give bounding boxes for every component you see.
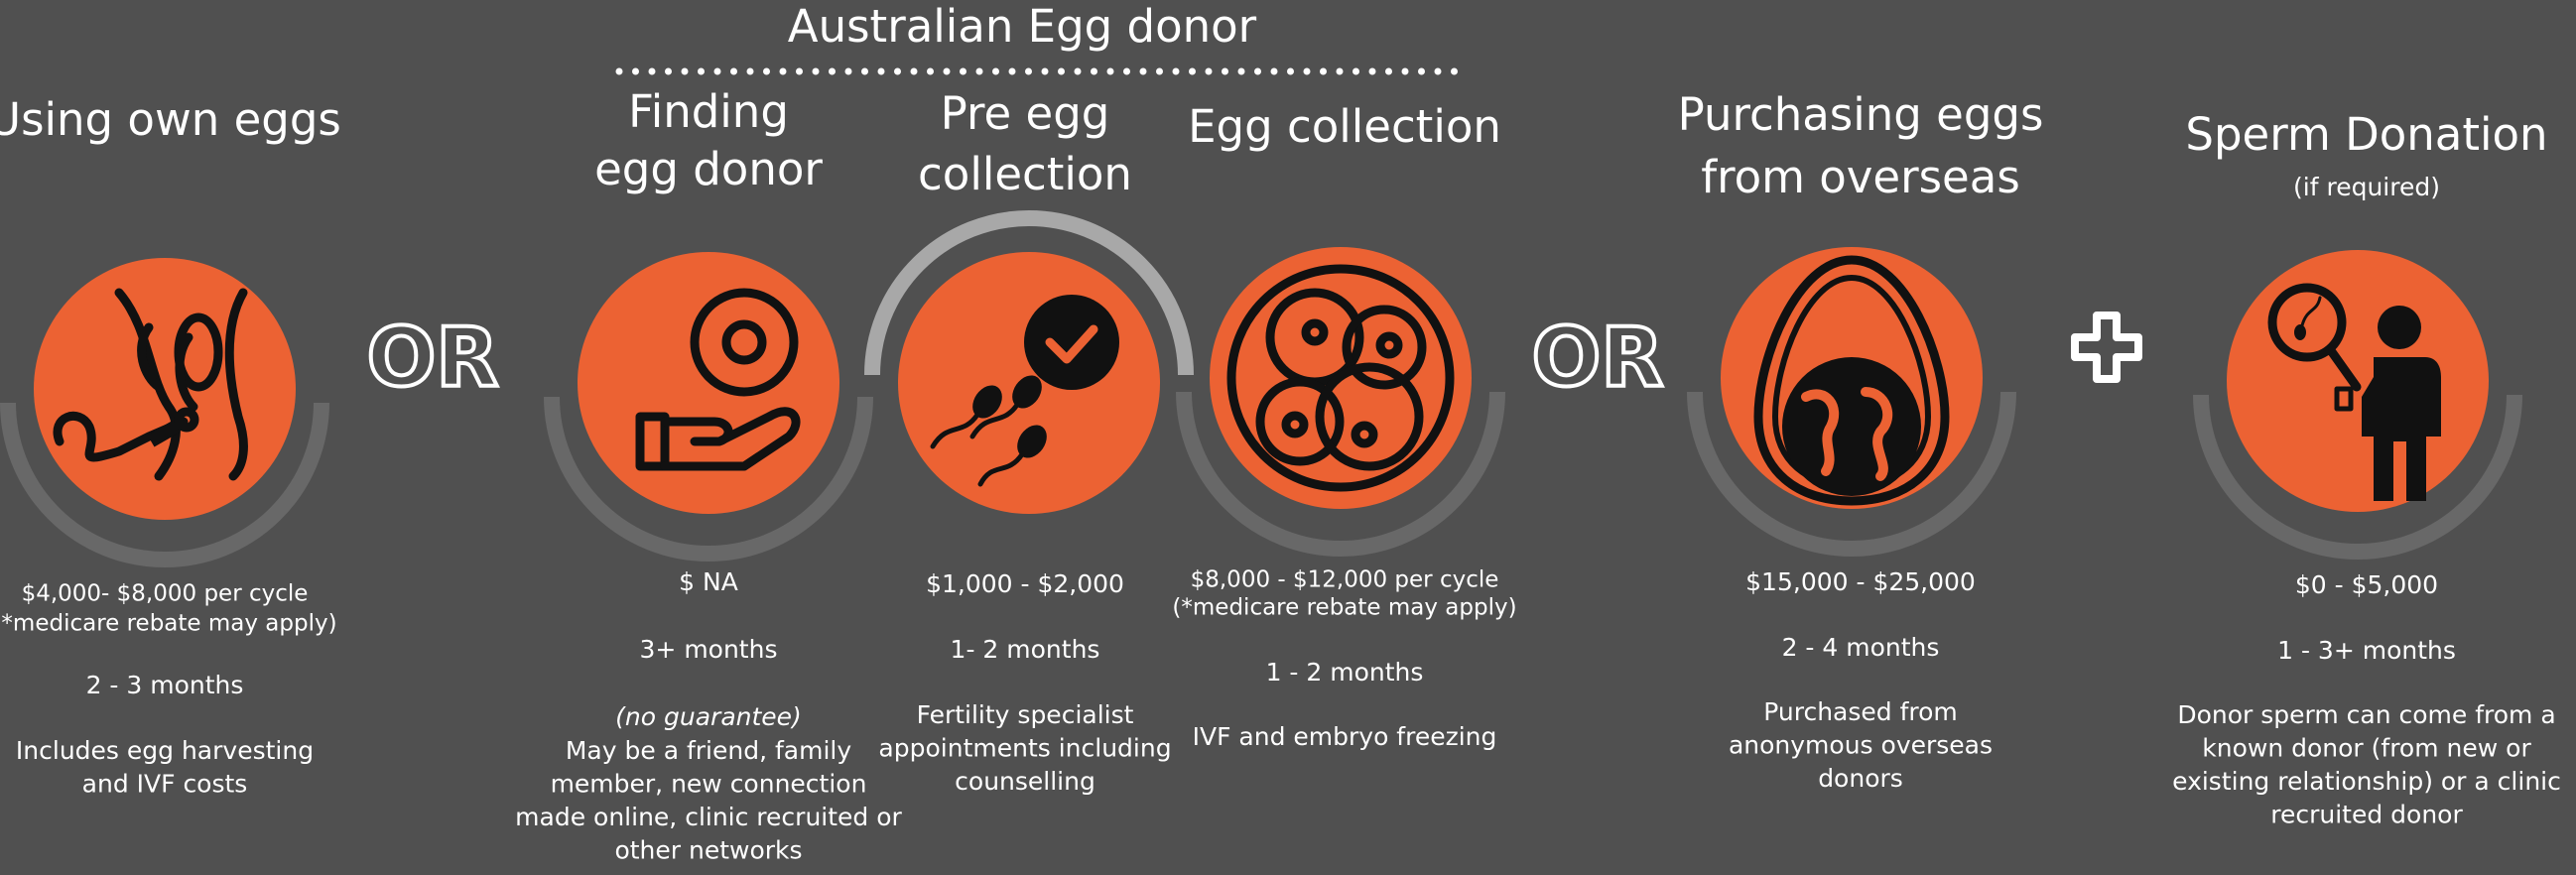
cost: $15,000 - $25,000 bbox=[1745, 567, 1976, 596]
column-title: Sperm Donation bbox=[2185, 108, 2547, 161]
duration: 2 - 3 months bbox=[86, 671, 244, 699]
details: known donor (from new or bbox=[2202, 734, 2531, 763]
column-title: Pre egg bbox=[941, 87, 1110, 140]
details: appointments including bbox=[878, 734, 1171, 763]
details: IVF and embryo freezing bbox=[1193, 722, 1497, 751]
column-title: collection bbox=[918, 148, 1132, 200]
details: counselling bbox=[955, 767, 1095, 796]
details: existing relationship) or a clinic bbox=[2172, 767, 2561, 796]
details: and IVF costs bbox=[82, 770, 248, 799]
cost: $8,000 - $12,000 per cycle bbox=[1191, 567, 1499, 593]
cost: $4,000- $8,000 per cycle bbox=[22, 581, 309, 607]
infographic: Australian Egg donor bbox=[0, 0, 2576, 875]
or-separator: OR bbox=[367, 311, 499, 405]
column-title: Using own eggs bbox=[0, 93, 341, 146]
column-title: egg donor bbox=[594, 143, 823, 195]
cost: $1,000 - $2,000 bbox=[926, 569, 1124, 598]
cost: $0 - $5,000 bbox=[2295, 570, 2438, 599]
or-separator: OR bbox=[1532, 311, 1664, 405]
details: Fertility specialist bbox=[917, 700, 1134, 729]
duration: 1 - 2 months bbox=[1266, 658, 1424, 687]
details: Donor sperm can come from a bbox=[2177, 700, 2555, 729]
cost: $ NA bbox=[679, 567, 738, 596]
details: anonymous overseas bbox=[1729, 731, 1993, 760]
duration: 1 - 3+ months bbox=[2277, 636, 2456, 665]
column-title: from overseas bbox=[1701, 151, 2020, 203]
column-title: Finding bbox=[628, 85, 789, 138]
duration: 1- 2 months bbox=[951, 635, 1100, 664]
details: made online, clinic recruited or bbox=[515, 803, 902, 831]
details: member, new connection bbox=[551, 770, 867, 799]
header-title: Australian Egg donor bbox=[788, 0, 1257, 53]
details: recruited donor bbox=[2270, 801, 2463, 829]
column-title: Egg collection bbox=[1188, 100, 1501, 153]
column-title: Purchasing eggs bbox=[1678, 88, 2044, 141]
column-subtitle: (if required) bbox=[2293, 173, 2440, 201]
details: other networks bbox=[614, 836, 802, 865]
cost: (*medicare rebate may apply) bbox=[1172, 595, 1516, 621]
details: May be a friend, family bbox=[566, 736, 851, 765]
details: donors bbox=[1818, 764, 1903, 793]
duration: 3+ months bbox=[640, 635, 778, 664]
details: Purchased from bbox=[1763, 697, 1958, 726]
duration: 2 - 4 months bbox=[1782, 633, 1940, 662]
details: Includes egg harvesting bbox=[16, 736, 314, 765]
note: (no guarantee) bbox=[615, 702, 802, 731]
cost: (*medicare rebate may apply) bbox=[0, 611, 337, 637]
